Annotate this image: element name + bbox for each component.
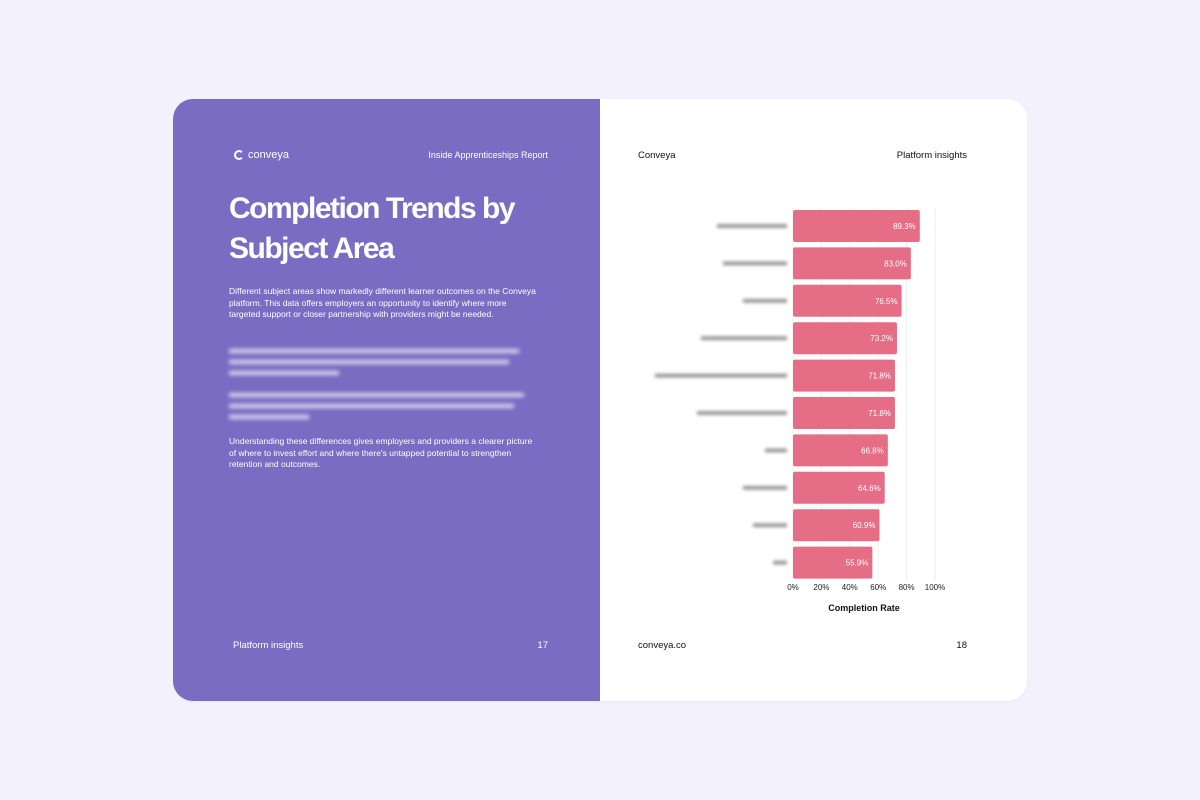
- bar: [793, 397, 895, 429]
- bar: [793, 247, 911, 280]
- bar-value-label: 89.3%: [893, 222, 916, 231]
- closing-paragraph: Understanding these differences gives em…: [229, 436, 533, 469]
- bar-value-label: 55.9%: [846, 559, 869, 568]
- blurred-category-label: [701, 336, 787, 341]
- bar-value-label: 76.5%: [875, 297, 898, 306]
- x-tick-label: 20%: [813, 583, 829, 592]
- bar-value-label: 66.8%: [861, 446, 884, 455]
- blurred-category-label: [743, 485, 787, 490]
- x-tick-label: 100%: [925, 583, 945, 592]
- blurred-category-label: [723, 261, 787, 266]
- blurred-text-block: [229, 349, 519, 375]
- logo-text: conveya: [248, 149, 289, 161]
- bar-value-label: 73.2%: [870, 334, 893, 343]
- conveya-logo: conveya: [234, 149, 289, 161]
- bar: [793, 210, 920, 242]
- blurred-category-label: [765, 448, 787, 453]
- right-page: Conveya Platform insights 89.3% 83.0% 76.5…: [600, 99, 1027, 701]
- bar: [793, 322, 897, 355]
- blurred-category-label: [655, 373, 787, 378]
- report-title: Inside Apprenticeships Report: [428, 150, 548, 160]
- page-number: 17: [537, 640, 548, 651]
- page-number: 18: [956, 640, 967, 651]
- left-page: conveya Inside Apprenticeships Report Co…: [173, 99, 600, 701]
- blurred-paragraph-1: [229, 347, 539, 381]
- blurred-text-block: [229, 393, 524, 419]
- conveya-logo-icon: [234, 150, 244, 160]
- brand-name: Conveya: [638, 150, 676, 161]
- blurred-category-label: [773, 560, 787, 565]
- bar-value-label: 64.6%: [858, 484, 881, 493]
- bar: [793, 284, 902, 317]
- intro-paragraph: Different subject areas show markedly di…: [229, 286, 536, 319]
- section-label: Platform insights: [896, 150, 967, 161]
- bar: [793, 471, 885, 504]
- bar: [793, 509, 880, 542]
- bar-value-label: 71.8%: [868, 409, 891, 418]
- footer-url: conveya.co: [638, 640, 687, 651]
- x-tick-label: 80%: [899, 583, 915, 592]
- bar-value-label: 71.8%: [868, 372, 891, 381]
- bar: [793, 434, 888, 467]
- blurred-category-label: [697, 411, 787, 415]
- footer-label: Platform insights: [233, 640, 304, 651]
- x-tick-label: 60%: [870, 583, 886, 592]
- completion-rate-bar-chart: 89.3% 83.0% 76.5% 73.2% 71.8% 71.8% 66.8% 64.6%…: [655, 207, 945, 613]
- blurred-category-label: [717, 224, 787, 228]
- bar-value-label: 83.0%: [884, 259, 907, 268]
- x-tick-label: 0%: [787, 583, 799, 592]
- blurred-category-label: [743, 298, 787, 303]
- bar: [793, 359, 895, 392]
- bar-value-label: 60.9%: [853, 521, 876, 530]
- blurred-paragraph-2: [229, 391, 539, 425]
- x-tick-label: 40%: [842, 583, 858, 592]
- blurred-category-label: [753, 523, 787, 528]
- x-axis-ticks: 0% 20% 40% 60% 80% 100%: [787, 583, 945, 592]
- blurred-category-labels: [655, 224, 787, 565]
- report-spread: conveya Inside Apprenticeships Report Co…: [173, 99, 1027, 701]
- bar: [793, 546, 873, 579]
- page-headline: Completion Trends by Subject Area: [229, 192, 516, 265]
- chart-bars: 89.3% 83.0% 76.5% 73.2% 71.8% 71.8% 66.8% 64.6%…: [793, 210, 920, 579]
- x-axis-title: Completion Rate: [828, 603, 900, 613]
